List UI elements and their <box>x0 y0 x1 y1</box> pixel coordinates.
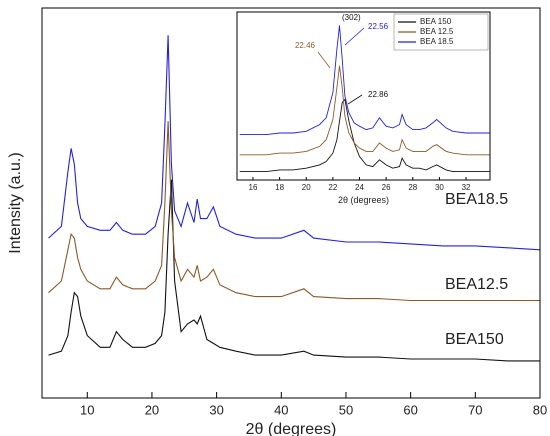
annotation-arrow <box>347 94 363 105</box>
x-tick-label: 22 <box>328 183 337 192</box>
series-line <box>239 25 490 136</box>
annotation-arrow <box>317 51 331 69</box>
annotation-arrow <box>344 27 365 46</box>
legend-label: BEA 150 <box>420 17 452 26</box>
series-label: BEA150 <box>445 331 504 348</box>
x-tick-label: 20 <box>145 402 159 417</box>
x-tick-label: 60 <box>403 402 417 417</box>
x-tick-label: 32 <box>462 183 471 192</box>
x-tick-label: 30 <box>209 402 223 417</box>
x-tick-label: 80 <box>533 402 547 417</box>
series-label: BEA18.5 <box>445 191 508 208</box>
x-tick-label: 24 <box>355 183 364 192</box>
y-axis-label: Intensity (a.u.) <box>7 152 24 253</box>
x-tick-label: 10 <box>80 402 94 417</box>
x-tick-label: 20 <box>302 183 311 192</box>
plot-frame <box>41 7 541 399</box>
annotation: 22.86 <box>368 90 389 99</box>
series-line <box>239 65 490 156</box>
x-tick-label: 30 <box>435 183 444 192</box>
x-tick-label: 28 <box>408 183 417 192</box>
legend-label: BEA 18.5 <box>420 37 454 46</box>
x-tick-label: 70 <box>468 402 482 417</box>
x-tick-label: 18 <box>275 183 284 192</box>
x-tick-label: 16 <box>249 183 258 192</box>
x-tick-label: 50 <box>339 402 353 417</box>
series-line <box>48 121 540 302</box>
x-axis-label: 2θ (degrees) <box>246 421 337 436</box>
x-tick-label: 26 <box>382 183 391 192</box>
plot-frame <box>236 11 491 181</box>
x-tick-label: 40 <box>274 402 288 417</box>
annotation: (302) <box>342 13 361 22</box>
series-line <box>48 35 541 251</box>
legend-label: BEA 12.5 <box>420 27 454 36</box>
series-line <box>239 98 490 173</box>
annotation: 22.56 <box>368 22 389 31</box>
annotation: 22.46 <box>295 41 316 50</box>
x-axis-label: 2θ (degrees) <box>338 195 389 205</box>
series-label: BEA12.5 <box>445 276 508 293</box>
series-line <box>48 179 540 362</box>
